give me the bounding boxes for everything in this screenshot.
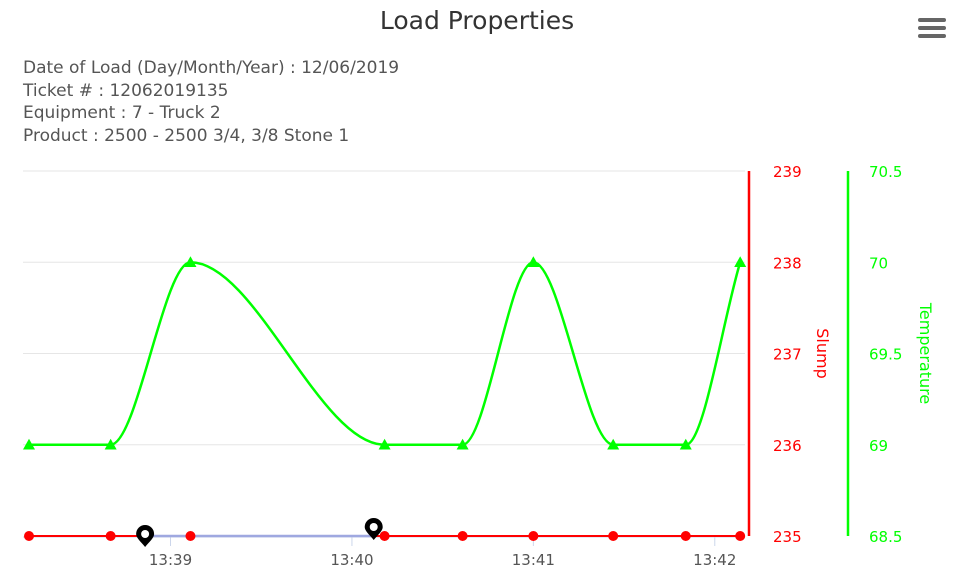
equipment: Equipment : 7 - Truck 2 xyxy=(23,103,221,123)
slump-point xyxy=(105,531,116,541)
slump-axis-title: Slump xyxy=(813,328,832,378)
slump-point xyxy=(24,531,34,541)
temperature-point xyxy=(23,438,35,450)
slump-tick-label: 235 xyxy=(773,528,802,546)
temperature-point xyxy=(378,438,391,450)
load-info: Date of Load (Day/Month/Year) : 12/06/20… xyxy=(23,57,399,147)
slump-tick-label: 237 xyxy=(773,346,802,364)
temperature-tick-label: 69 xyxy=(869,437,888,455)
slump-point xyxy=(185,531,196,541)
temperature-tick-label: 68.5 xyxy=(869,528,902,546)
temperature-point xyxy=(734,256,747,268)
slump-point xyxy=(528,531,539,541)
map-pin-icon xyxy=(136,525,155,547)
temperature-point xyxy=(527,256,540,268)
load-date: Date of Load (Day/Month/Year) : 12/06/20… xyxy=(23,58,400,78)
hamburger-menu-icon[interactable] xyxy=(918,18,946,40)
ticket-number: Ticket # : 12062019135 xyxy=(23,80,229,101)
temperature-point xyxy=(679,438,692,450)
slump-point xyxy=(379,531,390,541)
temperature-point xyxy=(456,438,469,450)
map-pin-icon xyxy=(364,518,383,540)
x-tick-label: 13:40 xyxy=(330,551,373,569)
product: Product : 2500 - 2500 3/4, 3/8 Stone 1 xyxy=(23,125,350,146)
slump-tick-label: 239 xyxy=(773,163,802,181)
slump-point xyxy=(735,531,746,541)
x-tick-label: 13:42 xyxy=(693,551,736,569)
x-tick-label: 13:41 xyxy=(512,551,555,569)
temperature-point xyxy=(607,438,620,450)
map-pin-hole xyxy=(369,523,378,531)
temperature-axis-title: Temperature xyxy=(916,302,935,404)
slump-tick-label: 236 xyxy=(773,437,802,455)
temperature-tick-label: 69.5 xyxy=(869,346,902,364)
slump-point xyxy=(608,531,619,541)
temperature-point xyxy=(184,256,197,268)
x-tick-label: 13:39 xyxy=(149,551,192,569)
slump-tick-label: 238 xyxy=(773,254,802,272)
slump-point xyxy=(457,531,468,541)
slump-point xyxy=(680,531,691,541)
temperature-tick-label: 70.5 xyxy=(869,163,902,181)
chart-title: Load Properties xyxy=(379,6,575,35)
map-pin-hole xyxy=(141,530,150,538)
temperature-tick-label: 70 xyxy=(869,254,888,272)
temperature-point xyxy=(104,438,117,450)
